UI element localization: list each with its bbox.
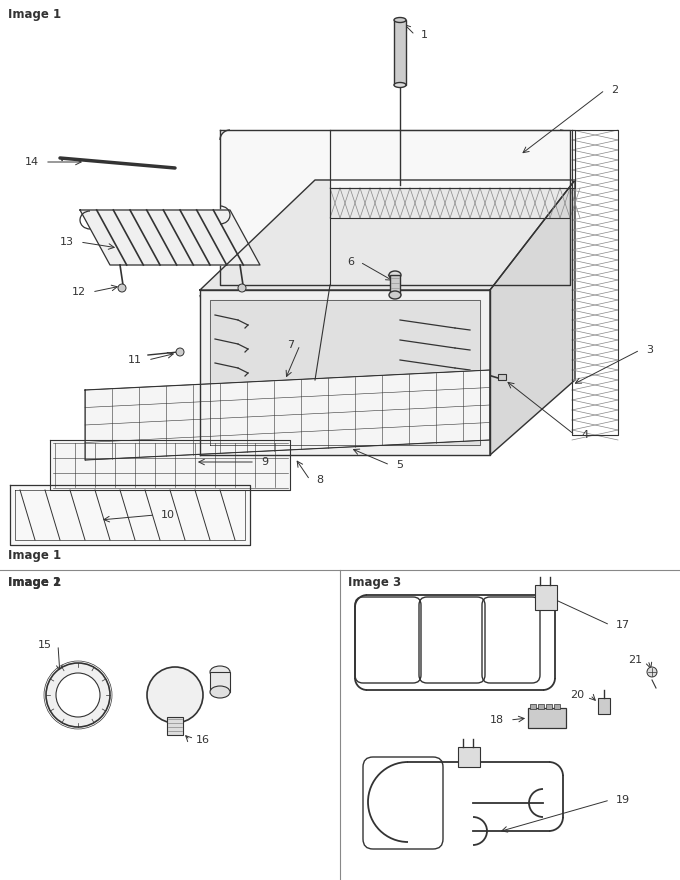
- Polygon shape: [330, 130, 575, 188]
- Bar: [167, 717, 183, 735]
- Ellipse shape: [210, 686, 230, 698]
- Text: 7: 7: [287, 340, 294, 350]
- Text: Image 3: Image 3: [348, 576, 401, 589]
- Text: 13: 13: [60, 237, 74, 247]
- Text: Image 2: Image 2: [8, 576, 61, 589]
- Circle shape: [147, 667, 203, 723]
- Text: 11: 11: [128, 355, 142, 365]
- Text: 12: 12: [72, 287, 86, 297]
- Circle shape: [118, 284, 126, 292]
- Text: 21: 21: [628, 655, 642, 665]
- Ellipse shape: [210, 666, 230, 678]
- Text: 19: 19: [616, 795, 630, 805]
- Bar: [554, 704, 560, 709]
- Text: 4: 4: [581, 430, 588, 440]
- Circle shape: [647, 667, 657, 677]
- Text: 2: 2: [611, 85, 618, 95]
- Polygon shape: [200, 180, 575, 290]
- Text: 6: 6: [347, 257, 354, 267]
- Bar: [390, 275, 400, 295]
- Text: 18: 18: [490, 715, 504, 725]
- Bar: [210, 672, 230, 692]
- Polygon shape: [220, 130, 570, 285]
- Text: 10: 10: [161, 510, 175, 520]
- Circle shape: [46, 663, 110, 727]
- Bar: [458, 747, 480, 767]
- Circle shape: [56, 673, 100, 717]
- Text: 9: 9: [261, 457, 268, 467]
- Polygon shape: [200, 290, 490, 455]
- Bar: [530, 704, 536, 709]
- Text: 17: 17: [616, 620, 630, 630]
- Text: Image 1: Image 1: [8, 576, 61, 589]
- Text: 3: 3: [646, 345, 653, 355]
- Bar: [598, 698, 610, 714]
- Text: 8: 8: [316, 475, 323, 485]
- Bar: [538, 704, 544, 709]
- Polygon shape: [85, 370, 490, 460]
- Bar: [535, 585, 557, 610]
- Circle shape: [238, 284, 246, 292]
- Polygon shape: [80, 210, 260, 265]
- Bar: [546, 704, 552, 709]
- Bar: [498, 374, 506, 380]
- Ellipse shape: [394, 83, 406, 87]
- Polygon shape: [490, 180, 575, 455]
- Text: 5: 5: [396, 460, 403, 470]
- Text: Image 1: Image 1: [8, 549, 61, 562]
- Text: 14: 14: [25, 157, 39, 167]
- Polygon shape: [50, 440, 290, 490]
- Circle shape: [176, 348, 184, 356]
- Polygon shape: [210, 300, 480, 445]
- Bar: [528, 708, 566, 728]
- Ellipse shape: [389, 291, 401, 299]
- Text: Image 1: Image 1: [8, 8, 61, 21]
- Polygon shape: [10, 485, 250, 545]
- Bar: [394, 20, 406, 85]
- Text: 1: 1: [421, 30, 428, 40]
- Text: 16: 16: [196, 735, 210, 745]
- Text: 15: 15: [38, 640, 52, 650]
- Ellipse shape: [389, 271, 401, 279]
- Ellipse shape: [394, 18, 406, 23]
- Text: 20: 20: [570, 690, 584, 700]
